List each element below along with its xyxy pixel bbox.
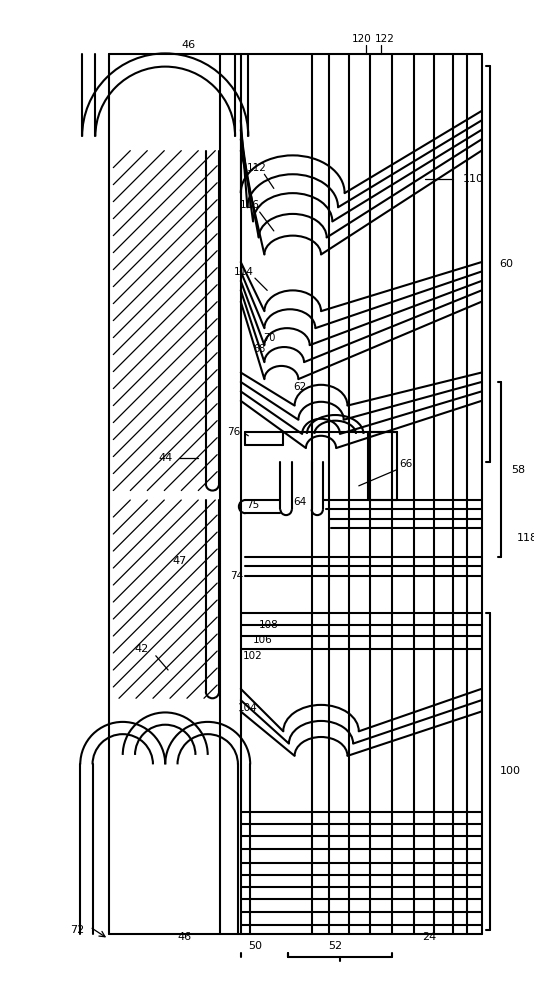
Text: 104: 104 <box>238 703 257 713</box>
Text: 44: 44 <box>159 453 173 463</box>
Text: 76: 76 <box>227 427 241 437</box>
Text: 122: 122 <box>374 34 394 44</box>
Text: 50: 50 <box>248 941 262 951</box>
Text: 42: 42 <box>134 644 148 654</box>
Text: 66: 66 <box>399 459 413 469</box>
Text: 75: 75 <box>246 500 260 510</box>
Text: 106: 106 <box>253 635 272 645</box>
Text: 120: 120 <box>352 34 372 44</box>
Text: 100: 100 <box>499 766 521 776</box>
Text: 74: 74 <box>230 571 244 581</box>
Text: 68: 68 <box>254 344 266 354</box>
Text: 108: 108 <box>259 620 279 630</box>
Text: 46: 46 <box>182 40 196 50</box>
Text: 102: 102 <box>243 651 263 661</box>
Text: 24: 24 <box>422 932 437 942</box>
Text: 58: 58 <box>511 465 525 475</box>
Text: 47: 47 <box>172 556 187 566</box>
Text: 60: 60 <box>499 259 514 269</box>
Text: 46: 46 <box>177 932 191 942</box>
Text: 116: 116 <box>240 200 260 210</box>
Text: 112: 112 <box>247 163 267 173</box>
Text: 114: 114 <box>234 267 254 277</box>
Text: 70: 70 <box>263 333 276 343</box>
Text: 52: 52 <box>328 941 342 951</box>
Text: 64: 64 <box>294 497 307 507</box>
Text: 72: 72 <box>70 925 84 935</box>
Text: 62: 62 <box>294 382 307 392</box>
Text: 110: 110 <box>462 174 484 184</box>
Text: 118: 118 <box>516 533 534 543</box>
